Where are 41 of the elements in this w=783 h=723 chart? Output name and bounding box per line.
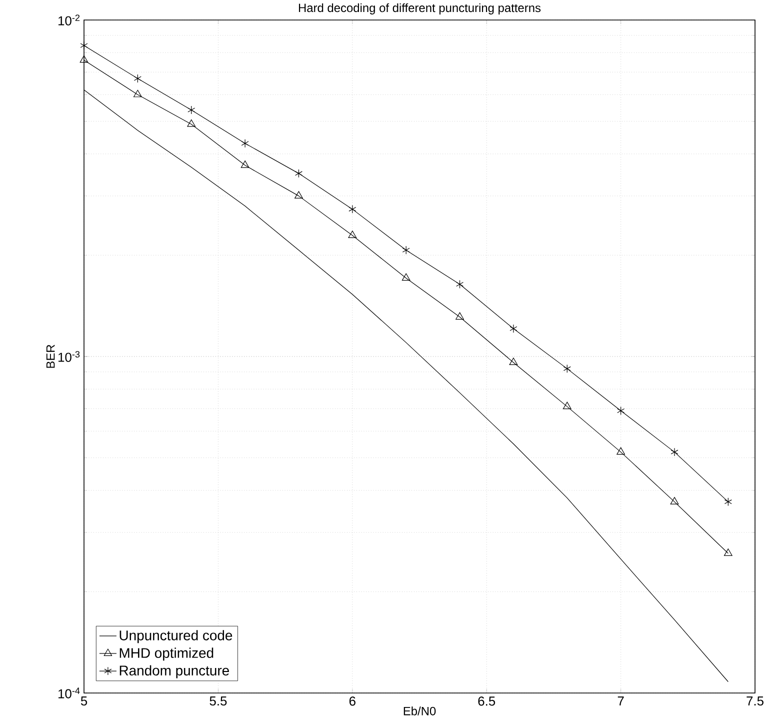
point [402,246,410,254]
point [188,106,196,114]
point [294,169,302,178]
x-tick-label: 5.5 [210,696,227,706]
y-tick-label: 10$^{-2}$ [58,14,80,26]
point [294,191,303,198]
chart-title: Hard decoding of different puncturing patterns [298,3,541,14]
point [456,312,464,320]
point [510,324,518,333]
point [134,74,142,83]
x-tick-label: 5 [80,696,88,706]
x-tick-label: 7.5 [746,696,764,706]
point [670,448,678,456]
point [563,364,571,373]
point [617,406,625,416]
point [134,90,142,98]
legend-label: Unpunctured code [120,630,232,644]
x-axis-title: Eb/N0 [404,706,436,716]
point [456,280,464,288]
legend-label: MHD optimized [120,648,214,661]
point [348,230,357,238]
y-tick-label: 10$^{-3}$ [58,351,80,362]
point [670,497,679,504]
point [80,41,88,50]
point [509,358,518,366]
legend-label: Random puncture [120,665,229,678]
point [402,273,410,281]
point [616,447,625,455]
point [724,548,732,556]
x-tick-label: 6 [349,696,356,706]
point [348,204,356,214]
point [562,402,572,410]
point [187,119,196,127]
x-tick-label: 7 [618,696,624,706]
point [80,55,88,63]
y-tick-label: 10$^{-4}$ [58,688,80,698]
point [241,139,249,148]
y-axis-title: BER [46,344,55,368]
x-tick-label: 6.5 [478,696,496,706]
point [724,498,732,506]
point [240,160,250,168]
